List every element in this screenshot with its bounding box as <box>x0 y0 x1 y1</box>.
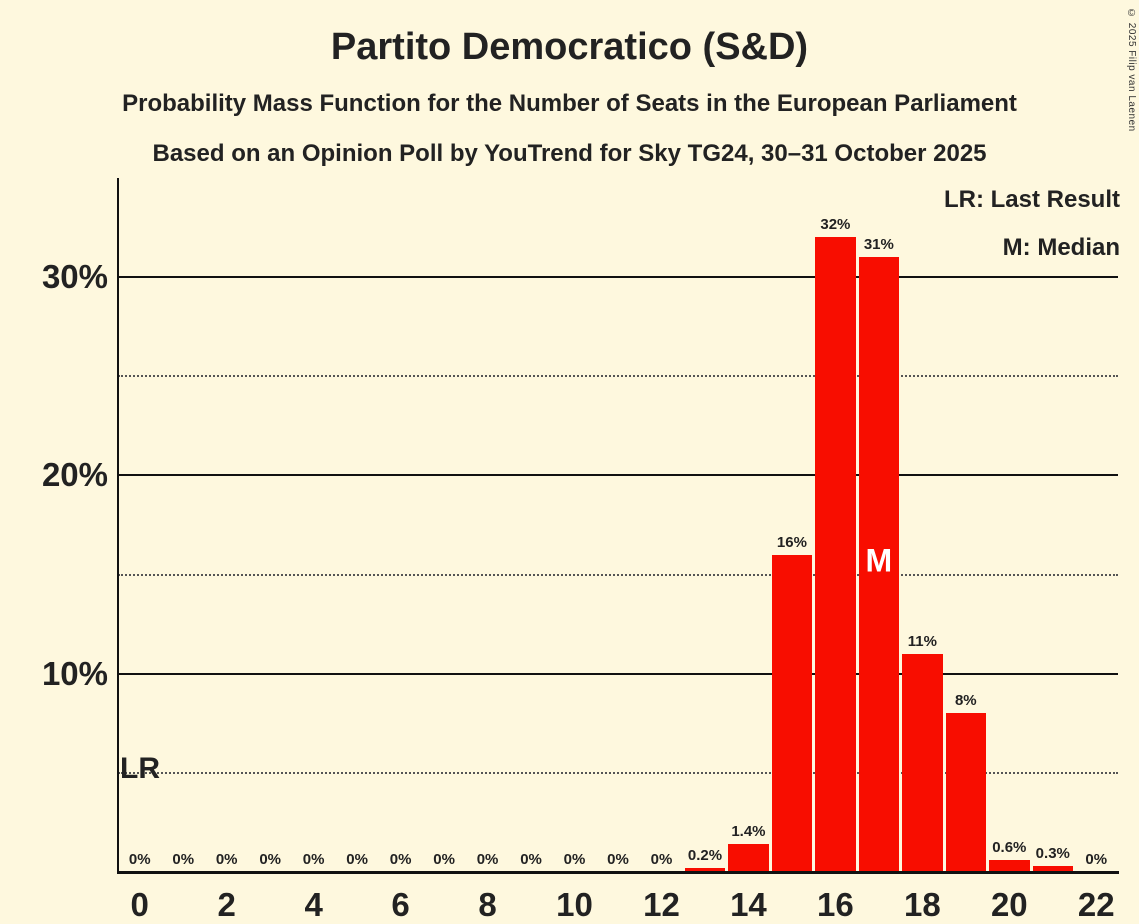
bar-value-label-seat-12: 0% <box>650 851 673 868</box>
gridline-10pct <box>118 672 1118 675</box>
bar-value-label-seat-6: 0% <box>389 851 412 868</box>
bar-value-label-seat-7: 0% <box>433 851 455 868</box>
last-result-marker: LR <box>120 752 160 785</box>
x-axis-label-2: 2 <box>217 886 236 923</box>
gridline-25pct <box>118 375 1118 378</box>
bar-value-label-seat-5: 0% <box>346 851 368 868</box>
x-axis-label-20: 20 <box>990 886 1028 923</box>
gridline-15pct <box>118 573 1118 576</box>
bar-value-label-seat-1: 0% <box>172 851 195 868</box>
copyright-notice: © 2025 Filip van Laenen <box>1126 8 1137 132</box>
bar-value-label-seat-9: 0% <box>520 851 542 868</box>
bar-value-label-seat-19: 8% <box>954 692 977 710</box>
bar-value-label-seat-11: 0% <box>607 851 629 868</box>
chart-title: Partito Democratico (S&D) <box>330 26 809 68</box>
legend-last-result: LR: Last Result <box>943 186 1120 213</box>
bar-value-label-seat-3: 0% <box>259 851 282 868</box>
bar-value-label-seat-2: 0% <box>215 851 238 868</box>
chart-subtitle-poll: Based on an Opinion Poll by YouTrend for… <box>152 140 987 167</box>
bar-seat-14 <box>728 844 769 872</box>
x-axis-label-4: 4 <box>304 886 323 923</box>
x-axis-label-18: 18 <box>903 886 941 923</box>
bar-seat-13 <box>684 868 726 872</box>
bar-seat-20 <box>989 860 1030 872</box>
x-axis-label-8: 8 <box>478 886 497 923</box>
bar-seat-18 <box>902 653 943 872</box>
bar-value-label-seat-20: 0.6% <box>992 839 1027 857</box>
bar-seat-16 <box>815 237 856 872</box>
bar-seat-15 <box>771 554 813 872</box>
bar-value-label-seat-8: 0% <box>476 851 499 868</box>
bar-value-label-seat-17: 31% <box>863 236 894 254</box>
gridline-5pct <box>118 771 1118 774</box>
x-axis-label-22: 22 <box>1077 886 1115 923</box>
bar-value-label-seat-21: 0.3% <box>1035 845 1070 863</box>
y-axis-label-30%: 30% <box>41 258 108 296</box>
bar-value-label-seat-18: 11% <box>907 632 937 650</box>
median-marker: M <box>865 542 893 579</box>
bar-value-label-seat-16: 32% <box>820 216 851 234</box>
bar-seat-17 <box>858 257 900 872</box>
gridline-20pct <box>118 474 1118 477</box>
x-axis-label-6: 6 <box>391 886 410 923</box>
chart-subtitle-pmf: Probability Mass Function for the Number… <box>122 90 1017 117</box>
y-axis-label-10%: 10% <box>41 654 108 692</box>
legend-median: M: Median <box>1002 234 1120 261</box>
x-axis-label-14: 14 <box>730 886 767 923</box>
bar-value-label-seat-0: 0% <box>128 851 151 868</box>
x-axis-label-10: 10 <box>556 886 593 923</box>
bar-value-label-seat-22: 0% <box>1085 851 1108 868</box>
bar-value-label-seat-13: 0.2% <box>687 847 723 865</box>
bar-value-label-seat-14: 1.4% <box>731 823 766 841</box>
bar-value-label-seat-4: 0% <box>302 851 325 868</box>
bar-value-label-seat-10: 0% <box>563 851 586 868</box>
x-axis-label-0: 0 <box>130 886 149 923</box>
y-axis-line <box>117 178 119 873</box>
gridline-30pct <box>118 276 1118 279</box>
y-axis-label-20%: 20% <box>41 456 108 494</box>
bar-seat-21 <box>1032 866 1073 872</box>
x-axis-line <box>117 871 1119 874</box>
bar-value-label-seat-15: 16% <box>776 533 807 551</box>
x-axis-label-12: 12 <box>643 886 680 923</box>
bar-seat-19 <box>945 713 987 872</box>
x-axis-label-16: 16 <box>817 886 854 923</box>
